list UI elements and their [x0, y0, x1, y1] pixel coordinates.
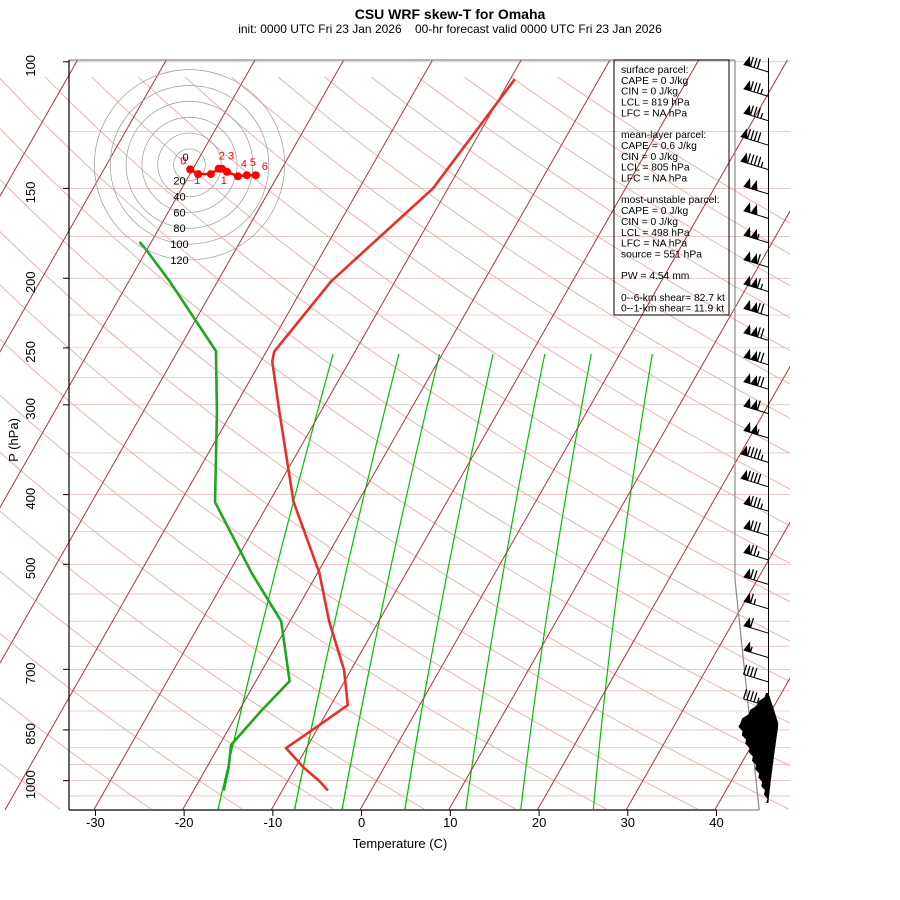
svg-text:300: 300	[23, 398, 38, 420]
svg-text:source = 551 hPa: source = 551 hPa	[621, 249, 702, 260]
svg-text:2: 2	[219, 151, 225, 163]
svg-text:0: 0	[180, 155, 186, 167]
svg-text:Temperature (C): Temperature (C)	[353, 836, 448, 851]
svg-text:700: 700	[23, 662, 38, 684]
svg-text:most-unstable parcel:: most-unstable parcel:	[621, 195, 719, 206]
svg-text:LCL = 819 hPa: LCL = 819 hPa	[621, 98, 690, 109]
svg-text:surface parcel:: surface parcel:	[621, 65, 689, 76]
svg-text:LFC = NA hPa: LFC = NA hPa	[621, 174, 687, 185]
svg-text:150: 150	[23, 182, 38, 204]
svg-text:LCL = 805 hPa: LCL = 805 hPa	[621, 163, 690, 174]
svg-text:CIN = 0 J/kg: CIN = 0 J/kg	[621, 217, 678, 228]
svg-text:500: 500	[23, 557, 38, 579]
svg-text:40: 40	[709, 815, 723, 830]
svg-text:100: 100	[170, 239, 188, 251]
svg-text:CAPE = 0 J/kg: CAPE = 0 J/kg	[621, 76, 689, 87]
svg-text:120: 120	[170, 255, 188, 267]
svg-text:-30: -30	[86, 815, 105, 830]
svg-text:LFC = NA hPa: LFC = NA hPa	[621, 108, 687, 119]
svg-text:LCL = 498 hPa: LCL = 498 hPa	[621, 228, 690, 239]
svg-text:20: 20	[173, 176, 185, 188]
svg-text:4: 4	[241, 158, 247, 170]
svg-text:200: 200	[23, 271, 38, 293]
svg-text:mean-layer parcel:: mean-layer parcel:	[621, 130, 706, 141]
svg-text:400: 400	[23, 488, 38, 510]
svg-text:60: 60	[173, 207, 185, 219]
svg-text:3: 3	[228, 151, 234, 163]
svg-text:CAPE = 0.6 J/kg: CAPE = 0.6 J/kg	[621, 141, 697, 152]
svg-text:0--1-km shear= 11.9 kt: 0--1-km shear= 11.9 kt	[621, 304, 724, 315]
svg-text:1000: 1000	[23, 770, 38, 799]
svg-text:6: 6	[262, 161, 268, 173]
svg-text:1: 1	[194, 175, 200, 187]
svg-text:250: 250	[23, 341, 38, 363]
svg-text:5: 5	[250, 157, 256, 169]
svg-text:LFC = NA hPa: LFC = NA hPa	[621, 239, 687, 250]
svg-text:1: 1	[221, 175, 227, 187]
svg-text:CAPE = 0 J/kg: CAPE = 0 J/kg	[621, 206, 689, 217]
svg-text:-20: -20	[175, 815, 194, 830]
svg-text:100: 100	[23, 55, 38, 77]
svg-text:0: 0	[358, 815, 365, 830]
svg-text:P (hPa): P (hPa)	[6, 418, 21, 462]
svg-text:3: 3	[235, 171, 241, 183]
svg-text:850: 850	[23, 723, 38, 745]
svg-text:40: 40	[173, 192, 185, 204]
svg-text:20: 20	[532, 815, 546, 830]
svg-text:30: 30	[621, 815, 635, 830]
svg-text:0--6-km shear= 82.7 kt: 0--6-km shear= 82.7 kt	[621, 293, 725, 304]
svg-text:PW = 4.54 mm: PW = 4.54 mm	[621, 271, 689, 282]
svg-text:CIN = 0 J/kg: CIN = 0 J/kg	[621, 87, 678, 98]
svg-text:80: 80	[173, 223, 185, 235]
svg-text:-10: -10	[264, 815, 283, 830]
svg-text:10: 10	[443, 815, 457, 830]
svg-text:CIN = 0 J/kg: CIN = 0 J/kg	[621, 152, 678, 163]
